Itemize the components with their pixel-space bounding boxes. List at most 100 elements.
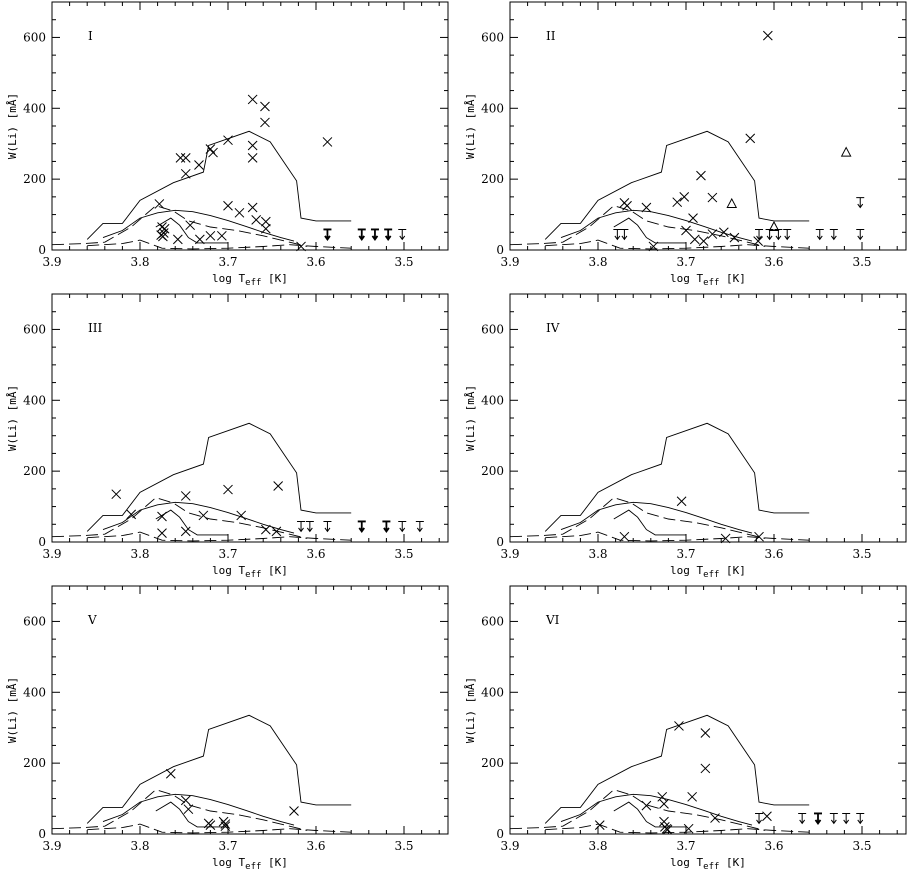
model-envelope-curve <box>544 130 810 240</box>
detection-marker <box>247 140 258 151</box>
model-envelope-curve <box>86 422 352 532</box>
y-tick-label: 0 <box>38 535 46 549</box>
upper-limit-marker <box>613 228 622 241</box>
x-tick-label: 3.6 <box>306 255 325 269</box>
detection-marker <box>159 223 170 234</box>
upper-limit-marker <box>370 228 379 241</box>
chart-panel-III: 3.9 3.8 3.7 3.6 3.5 0 200 400 600 log Teff [K] W(L… <box>6 293 449 580</box>
upper-limit-marker <box>829 228 838 241</box>
detection-marker <box>157 528 167 538</box>
model-inner-curve <box>560 793 753 826</box>
detection-marker <box>180 795 191 806</box>
x-tick-label: 3.6 <box>306 547 325 561</box>
detection-marker <box>223 484 233 495</box>
detection-marker <box>172 234 183 245</box>
model-dashed-curve <box>51 205 308 247</box>
model-inner-curve <box>102 501 295 534</box>
model-dashed-low-curve <box>545 531 810 542</box>
y-tick-label: 600 <box>481 30 504 44</box>
model-inner-curve <box>102 209 295 242</box>
model-dashed-low-curve <box>87 823 352 834</box>
y-tick-label: 200 <box>23 464 46 478</box>
detection-marker <box>260 524 271 535</box>
chart-panel-V: 3.9 3.8 3.7 3.6 3.5 0 200 400 600 log Teff [K] W(L… <box>6 585 449 872</box>
x-tick-label: 3.7 <box>218 839 237 853</box>
y-axis-title: W(Li) [mÅ] <box>464 385 477 451</box>
detection-marker <box>289 806 299 816</box>
model-dashed-low-curve <box>545 823 810 834</box>
y-tick-label: 200 <box>481 464 504 478</box>
upper-limit-marker <box>305 520 314 533</box>
model-dashed-low-curve <box>545 239 810 250</box>
detection-marker <box>205 230 216 241</box>
detection-marker <box>679 192 690 202</box>
x-tick-label: 3.8 <box>588 839 607 853</box>
detection-marker <box>271 526 282 537</box>
model-dashed-low-curve <box>87 531 352 542</box>
detection-marker <box>659 799 669 809</box>
detection-marker <box>683 823 694 834</box>
triangle-marker <box>768 220 780 231</box>
x-tick-label: 3.8 <box>588 547 607 561</box>
y-tick-label: 400 <box>481 393 504 407</box>
chart-panel-I: 3.9 3.8 3.7 3.6 3.5 0 200 400 600 log Teff [K] W(L… <box>6 1 449 288</box>
triangle-marker <box>840 146 852 157</box>
plot-frame <box>509 585 907 835</box>
y-tick-label: 0 <box>38 827 46 841</box>
detection-marker <box>247 202 258 213</box>
y-axis-title: W(Li) [mÅ] <box>464 93 477 159</box>
x-tick-label: 3.9 <box>42 547 61 561</box>
model-bump-curve <box>155 509 228 536</box>
detection-marker <box>296 241 306 252</box>
x-axis-title: log Teff [K] <box>670 272 746 288</box>
y-tick-label: 600 <box>481 614 504 628</box>
plot-frame <box>509 293 907 543</box>
detection-marker <box>322 137 333 147</box>
detection-marker <box>260 216 271 227</box>
detection-marker <box>220 821 231 832</box>
plot-frame <box>509 1 907 251</box>
panel-label: IV <box>546 321 560 335</box>
detection-marker <box>180 491 191 501</box>
detection-marker <box>220 819 231 829</box>
y-tick-label: 400 <box>481 101 504 115</box>
detection-marker <box>157 511 167 522</box>
detection-marker <box>157 222 167 232</box>
x-tick-label: 3.9 <box>500 839 519 853</box>
detection-marker <box>194 160 204 170</box>
detection-marker <box>223 135 233 146</box>
upper-limit-marker <box>755 228 764 241</box>
plot-frame <box>51 585 449 835</box>
detection-marker <box>154 199 165 209</box>
x-tick-label: 3.7 <box>676 547 695 561</box>
y-tick-label: 200 <box>23 172 46 186</box>
model-envelope-curve <box>86 714 352 824</box>
model-bump-curve <box>155 801 228 828</box>
y-tick-label: 600 <box>23 322 46 336</box>
detection-marker <box>208 147 218 158</box>
plot-frame <box>51 1 449 251</box>
y-tick-label: 400 <box>23 393 46 407</box>
y-axis-title: W(Li) [mÅ] <box>6 385 19 451</box>
detection-marker <box>158 231 168 242</box>
panel-label: II <box>546 29 556 43</box>
detection-marker <box>696 170 706 181</box>
x-tick-label: 3.5 <box>394 839 413 853</box>
panel-label: I <box>88 29 93 43</box>
model-dashed-low-curve <box>87 239 352 250</box>
detection-marker <box>194 234 205 245</box>
model-dashed-curve <box>51 789 308 831</box>
detection-marker <box>594 820 605 830</box>
x-tick-label: 3.6 <box>764 839 783 853</box>
detection-marker <box>273 481 284 491</box>
detection-marker <box>223 200 233 211</box>
upper-limit-marker <box>357 520 366 533</box>
detection-marker <box>180 526 191 537</box>
detection-marker <box>236 510 247 521</box>
detection-marker <box>180 168 191 179</box>
plot-frame <box>51 293 449 543</box>
upper-limit-marker <box>297 520 306 533</box>
panel-label: VI <box>545 613 560 627</box>
model-envelope-curve <box>544 422 810 532</box>
